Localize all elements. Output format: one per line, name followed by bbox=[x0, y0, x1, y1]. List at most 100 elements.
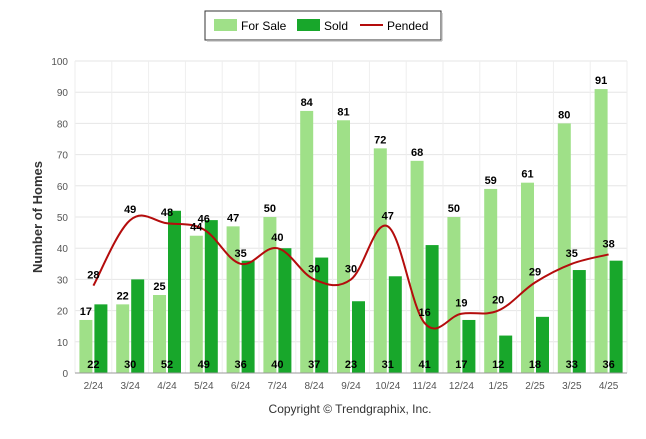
data-label-for-sale: 81 bbox=[337, 106, 349, 118]
bar-sold bbox=[278, 248, 292, 373]
x-tick-label: 4/24 bbox=[157, 381, 177, 392]
x-tick-label: 11/24 bbox=[412, 381, 437, 392]
legend-box bbox=[204, 10, 442, 41]
legend-label-sold: Sold bbox=[324, 19, 348, 33]
y-tick-label: 90 bbox=[57, 88, 69, 99]
data-label-sold: 22 bbox=[87, 359, 99, 371]
data-label-sold: 30 bbox=[124, 359, 136, 371]
legend-label-pended: Pended bbox=[387, 19, 428, 33]
data-label-sold: 41 bbox=[418, 359, 430, 371]
x-tick-label: 4/25 bbox=[599, 381, 619, 392]
bars-layer bbox=[79, 89, 623, 374]
y-tick-label: 100 bbox=[51, 57, 68, 68]
y-tick-label: 60 bbox=[57, 182, 69, 193]
axis-layer: 0 10 20 30 40 50 60 70 80 90 100 2/24 3/24 4/24 5/24 6/… bbox=[51, 57, 627, 392]
data-label-pended: 35 bbox=[566, 248, 578, 260]
bar-for-sale bbox=[484, 188, 498, 373]
x-tick-label: 3/24 bbox=[120, 381, 140, 392]
data-label-sold: 23 bbox=[345, 359, 357, 371]
data-label-sold: 33 bbox=[566, 359, 578, 371]
data-label-sold: 31 bbox=[382, 359, 394, 371]
data-label-for-sale: 25 bbox=[153, 281, 165, 293]
data-label-sold: 49 bbox=[198, 359, 210, 371]
legend: For Sale Sold Pended bbox=[204, 10, 443, 42]
data-label-sold: 17 bbox=[455, 359, 467, 371]
bar-for-sale bbox=[594, 89, 608, 373]
x-tick-label: 2/25 bbox=[525, 381, 545, 392]
bar-for-sale bbox=[116, 304, 130, 373]
bar-for-sale bbox=[373, 148, 387, 373]
y-tick-label: 10 bbox=[57, 338, 69, 349]
data-label-for-sale: 22 bbox=[117, 290, 129, 302]
x-tick-label: 1/25 bbox=[488, 381, 508, 392]
data-label-pended: 38 bbox=[602, 238, 614, 250]
x-tick-label: 8/24 bbox=[304, 381, 324, 392]
data-label-for-sale: 50 bbox=[448, 203, 460, 215]
data-label-pended: 49 bbox=[124, 204, 136, 216]
data-label-for-sale: 72 bbox=[374, 134, 386, 146]
x-tick-label: 2/24 bbox=[84, 381, 104, 392]
series-line-pended bbox=[92, 214, 609, 330]
x-tick-label: 6/24 bbox=[231, 381, 251, 392]
data-label-pended: 28 bbox=[87, 270, 99, 282]
y-tick-label: 40 bbox=[57, 244, 69, 255]
data-label-pended: 16 bbox=[418, 307, 430, 319]
bar-for-sale bbox=[79, 319, 93, 373]
data-label-for-sale: 50 bbox=[264, 203, 276, 215]
data-label-pended: 40 bbox=[271, 232, 283, 244]
bar-for-sale bbox=[189, 235, 203, 373]
data-label-pended: 35 bbox=[234, 248, 246, 260]
data-label-sold: 18 bbox=[529, 359, 541, 371]
data-label-for-sale: 91 bbox=[595, 75, 607, 87]
bar-sold bbox=[352, 301, 365, 373]
bar-sold bbox=[536, 316, 549, 373]
data-label-sold: 12 bbox=[492, 359, 504, 371]
x-tick-label: 3/25 bbox=[562, 381, 582, 392]
x-tick-label: 9/24 bbox=[341, 381, 361, 392]
bar-sold bbox=[131, 279, 145, 373]
copyright-text: Copyright © Trendgraphix, Inc. bbox=[269, 402, 432, 416]
bar-sold bbox=[462, 319, 476, 373]
bar-for-sale bbox=[300, 110, 314, 374]
data-label-pended: 46 bbox=[198, 213, 210, 225]
bar-for-sale bbox=[337, 120, 350, 373]
bar-sold bbox=[204, 220, 218, 373]
bar-sold bbox=[572, 270, 586, 373]
data-label-for-sale: 61 bbox=[521, 169, 533, 181]
data-label-sold: 36 bbox=[602, 359, 614, 371]
y-tick-label: 0 bbox=[62, 369, 68, 380]
data-label-for-sale: 68 bbox=[411, 147, 423, 159]
bar-sold bbox=[499, 335, 513, 373]
x-tick-label: 10/24 bbox=[375, 381, 400, 392]
data-label-pended: 30 bbox=[308, 263, 320, 275]
data-label-for-sale: 17 bbox=[80, 306, 92, 318]
data-label-for-sale: 80 bbox=[558, 109, 570, 121]
bar-sold bbox=[425, 245, 439, 373]
y-tick-label: 50 bbox=[57, 213, 69, 224]
labels-layer: 17 22 22 30 25 52 44 49 47 36 50 40 84 37 81 23 72 31 68 41… bbox=[80, 75, 615, 371]
bar-for-sale bbox=[410, 160, 424, 373]
legend-label-for-sale: For Sale bbox=[241, 19, 287, 33]
legend-swatch-for-sale bbox=[214, 19, 237, 31]
bar-sold bbox=[388, 276, 402, 373]
x-tick-label: 7/24 bbox=[268, 381, 288, 392]
x-tick-label: 5/24 bbox=[194, 381, 214, 392]
data-label-pended: 48 bbox=[161, 207, 173, 219]
data-label-sold: 40 bbox=[271, 359, 283, 371]
bar-for-sale bbox=[263, 217, 277, 373]
bar-sold bbox=[609, 260, 623, 373]
x-tick-label: 12/24 bbox=[449, 381, 474, 392]
line-layer bbox=[92, 214, 609, 330]
bar-sold bbox=[168, 210, 181, 373]
bar-for-sale bbox=[521, 182, 534, 373]
y-tick-label: 70 bbox=[57, 151, 69, 162]
data-label-for-sale: 84 bbox=[301, 97, 314, 109]
data-label-pended: 47 bbox=[382, 210, 394, 222]
y-tick-label: 20 bbox=[57, 307, 69, 318]
data-label-sold: 36 bbox=[234, 359, 246, 371]
bar-sold bbox=[94, 304, 108, 373]
data-label-for-sale: 59 bbox=[485, 175, 497, 187]
data-label-for-sale: 47 bbox=[227, 212, 239, 224]
